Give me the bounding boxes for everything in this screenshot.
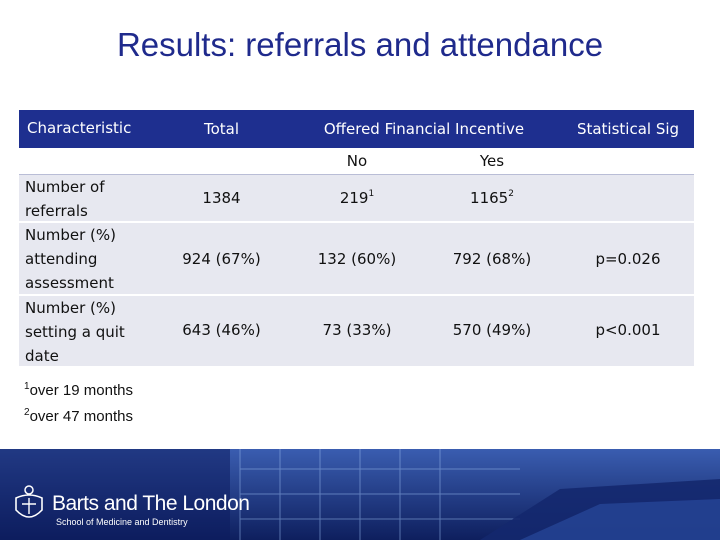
crest-icon [15,485,43,518]
footnotes: 1over 19 months 2over 47 months [24,376,133,428]
table-row: Number (%) setting a quit date 643 (46%)… [19,296,694,366]
header-statistical-sig: Statistical Sig [576,120,680,138]
cell-no: 2191 [339,189,375,207]
institution-name: Barts and The London [52,492,250,515]
header-total: Total [203,120,240,138]
row-label: Number of referrals [25,178,105,220]
cell-no: 132 (60%) [317,250,397,268]
cell-yes: 792 (68%) [452,250,532,268]
building-photo [0,449,720,540]
institution-subtitle: School of Medicine and Dentistry [56,517,188,527]
cell-sig: p=0.026 [595,250,661,268]
footnote-1: 1over 19 months [24,381,133,399]
cell-total: 924 (67%) [182,250,261,268]
subheader-no: No [346,152,368,170]
cell-yes: 570 (49%) [452,321,532,339]
subheader-yes: Yes [479,152,505,170]
cell-no: 73 (33%) [322,321,392,339]
cell-total: 1384 [202,189,241,207]
slide-title: Results: referrals and attendance [116,26,604,63]
table-row: Number (%) attending assessment 924 (67%… [19,223,694,296]
row-label: Number (%) setting a quit date [25,299,125,365]
footnote-2: 2over 47 months [24,407,133,425]
table-row: Number of referrals 1384 2191 11652 [19,175,694,223]
table-subheader-row: No Yes [19,148,694,175]
header-offered-incentive: Offered Financial Incentive [323,120,525,138]
cell-sig: p<0.001 [595,321,661,339]
row-label: Number (%) attending assessment [25,226,116,292]
header-characteristic: Characteristic [27,119,132,137]
table-header-row: Characteristic Total Offered Financial I… [19,110,694,148]
footer-banner [0,449,720,540]
cell-total: 643 (46%) [182,321,261,339]
cell-yes: 11652 [470,189,514,207]
